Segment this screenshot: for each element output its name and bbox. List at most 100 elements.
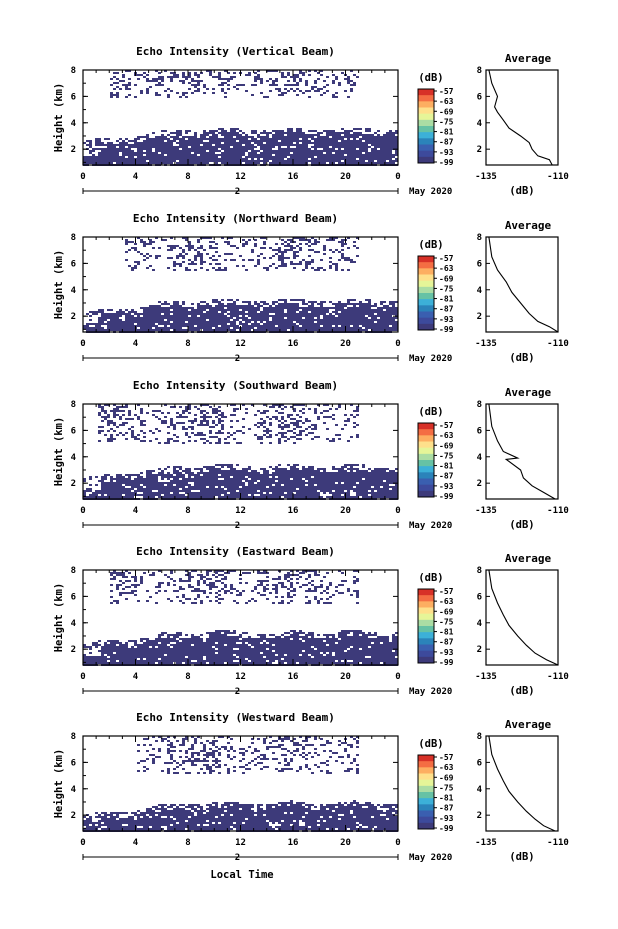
colorbar-tick-label: -75 (439, 451, 454, 460)
colorbar-swatch (418, 132, 434, 139)
profile-x-tick-label: -135 (475, 506, 497, 516)
y-tick-label: 4 (71, 286, 77, 296)
panel-4: Echo Intensity (Eastward Beam) 2 4 6 8 Height… (53, 545, 569, 697)
colorbar-tick-label: -75 (439, 284, 454, 293)
colorbar-frame (417, 88, 435, 164)
y-tick-label: 8 (71, 400, 76, 410)
heatmap-cells (83, 404, 398, 500)
x-tick-label: 8 (185, 672, 190, 682)
colorbar-tick-label: -69 (439, 107, 454, 116)
colorbar-swatch (418, 453, 434, 461)
panel-title: Echo Intensity (Vertical Beam) (136, 45, 335, 58)
x-tick-label: 20 (340, 172, 351, 182)
panel-title: Echo Intensity (Northward Beam) (133, 212, 338, 225)
y-tick-label: 6 (71, 592, 76, 602)
colorbar-swatch (418, 822, 434, 830)
colorbar-swatch (418, 256, 434, 263)
colorbar-swatch (418, 490, 434, 498)
profile-y-tick-label: 8 (477, 233, 482, 243)
y-tick-label: 2 (71, 645, 76, 655)
profile-y-tick-label: 4 (477, 453, 483, 463)
profile-y-tick-label: 2 (477, 811, 482, 821)
colorbar-tick-label: -93 (439, 482, 454, 491)
x-tick-label: 0 (395, 506, 400, 516)
colorbar-tick-label: -87 (439, 472, 454, 481)
profile-y-tick-label: 2 (477, 645, 482, 655)
profile-x-tick-label: -110 (547, 838, 569, 848)
profile-x-tick-label: -110 (547, 172, 569, 182)
heatmap-cells (83, 70, 398, 166)
colorbar-tick-label: -57 (439, 421, 454, 430)
colorbar-swatch (418, 466, 434, 473)
y-tick-label: 4 (71, 619, 77, 629)
colorbar-swatch (418, 311, 434, 319)
colorbar-swatch (418, 792, 434, 799)
x-tick-label: 20 (340, 506, 351, 516)
profile-x-label: (dB) (509, 519, 534, 531)
colorbar-swatch (418, 156, 434, 164)
y-tick-label: 8 (71, 732, 76, 742)
profile-x-tick-label: -135 (475, 672, 497, 682)
colorbar-swatch (418, 293, 434, 300)
colorbar-swatch (418, 619, 434, 627)
profile-x-tick-label: -135 (475, 339, 497, 349)
x-tick-label: 4 (133, 672, 139, 682)
colorbar-swatch (418, 472, 434, 479)
colorbar-unit: (dB) (418, 572, 443, 584)
y-tick-label: 6 (71, 758, 76, 768)
heatmap-cells (83, 736, 398, 832)
colorbar-tick-label: -87 (439, 305, 454, 314)
profile-y-tick-label: 6 (477, 259, 482, 269)
colorbar-tick-label: -93 (439, 148, 454, 157)
colorbar-tick-label: -57 (439, 753, 454, 762)
colorbar-tick-label: -63 (439, 97, 454, 106)
colorbar-tick-label: -57 (439, 587, 454, 596)
colorbar-tick-label: -81 (439, 295, 454, 304)
y-axis-label: Height (km) (53, 83, 65, 153)
x-tick-label: 12 (235, 506, 246, 516)
profile-line (488, 236, 559, 333)
colorbar-swatch (418, 113, 434, 121)
y-tick-label: 2 (71, 145, 76, 155)
colorbar-swatch (418, 89, 434, 96)
colorbar-swatch (418, 138, 434, 145)
colorbar-swatch (418, 150, 434, 158)
colorbar-swatch (418, 435, 434, 442)
date-label: May 2020 (409, 521, 452, 531)
profile-y-tick-label: 6 (477, 758, 482, 768)
colorbar-unit: (dB) (418, 239, 443, 251)
colorbar-swatch (418, 460, 434, 467)
x-tick-label: 20 (340, 339, 351, 349)
colorbar-swatch (418, 423, 434, 430)
profile-frame (485, 69, 559, 166)
profile-line (488, 403, 556, 500)
colorbar-tick-label: -99 (439, 824, 454, 833)
x-tick-label: 0 (80, 172, 85, 182)
colorbar-tick-label: -93 (439, 814, 454, 823)
profile-x-label: (dB) (509, 352, 534, 364)
profile-y-tick-label: 2 (477, 145, 482, 155)
panel-title: Echo Intensity (Eastward Beam) (136, 545, 335, 558)
colorbar-swatch (418, 601, 434, 608)
colorbar-swatch (418, 317, 434, 325)
panel-3: Echo Intensity (Southward Beam) 2 4 6 8 Heigh… (53, 379, 569, 531)
panel-1: Echo Intensity (Vertical Beam) 2 4 6 8 Height… (53, 45, 569, 197)
x-tick-label: 16 (288, 506, 299, 516)
date-label: May 2020 (409, 187, 452, 197)
x-tick-label: 0 (395, 339, 400, 349)
profile-line (488, 735, 556, 832)
colorbar-tick-label: -63 (439, 597, 454, 606)
colorbar-frame (417, 422, 435, 498)
colorbar-swatch (418, 262, 434, 269)
date-label: May 2020 (409, 354, 452, 364)
x-tick-label: 0 (80, 339, 85, 349)
colorbar-tick-label: -99 (439, 492, 454, 501)
colorbar-tick-label: -99 (439, 325, 454, 334)
panel-5: Echo Intensity (Westward Beam) 2 4 6 8 Height… (53, 711, 569, 863)
colorbar-frame (417, 255, 435, 331)
profile-frame (485, 403, 559, 500)
colorbar-tick-label: -81 (439, 628, 454, 637)
colorbar-tick-label: -81 (439, 794, 454, 803)
day-label: 2 (235, 187, 240, 197)
date-label: May 2020 (409, 687, 452, 697)
